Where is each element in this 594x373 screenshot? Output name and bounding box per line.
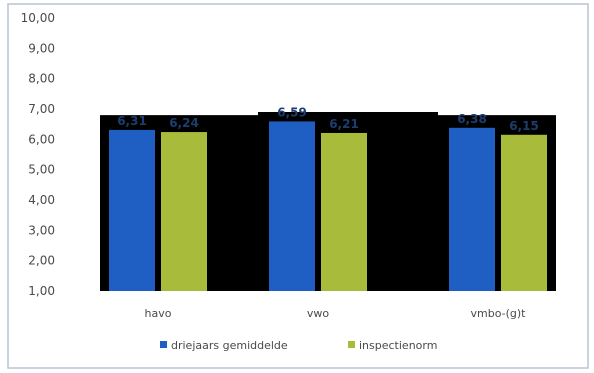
x-category-label: havo — [145, 307, 172, 320]
y-tick-label: 6,00 — [28, 132, 55, 146]
legend-label: inspectienorm — [359, 339, 437, 352]
data-label: 6,21 — [329, 117, 359, 131]
y-tick-label: 9,00 — [28, 41, 55, 55]
y-tick-label: 3,00 — [28, 223, 55, 237]
bar-driejaars-gemiddelde-2 — [449, 127, 495, 291]
y-tick-label: 8,00 — [28, 72, 55, 86]
y-tick-label: 5,00 — [28, 163, 55, 177]
bar-driejaars-gemiddelde-1 — [269, 121, 315, 291]
bar-inspectienorm-0 — [161, 132, 207, 291]
legend-label: driejaars gemiddelde — [171, 339, 288, 352]
x-category-label: vmbo-(g)t — [471, 307, 527, 320]
bar-inspectienorm-1 — [321, 132, 367, 291]
y-tick-label: 7,00 — [28, 102, 55, 116]
legend-swatch-inspectienorm — [348, 341, 355, 348]
x-category-label: vwo — [307, 307, 330, 320]
bar-driejaars-gemiddelde-0 — [109, 129, 155, 291]
y-tick-label: 1,00 — [28, 284, 55, 298]
data-label: 6,24 — [169, 116, 199, 130]
y-tick-label: 10,00 — [21, 11, 55, 25]
data-label: 6,31 — [117, 114, 147, 128]
data-label: 6,15 — [509, 119, 539, 133]
bar-inspectienorm-2 — [501, 134, 547, 291]
legend-swatch-driejaars-gemiddelde — [160, 341, 167, 348]
y-tick-label: 2,00 — [28, 254, 55, 268]
data-label: 6,59 — [277, 105, 307, 119]
y-tick-label: 4,00 — [28, 193, 55, 207]
data-label: 6,38 — [457, 112, 487, 126]
